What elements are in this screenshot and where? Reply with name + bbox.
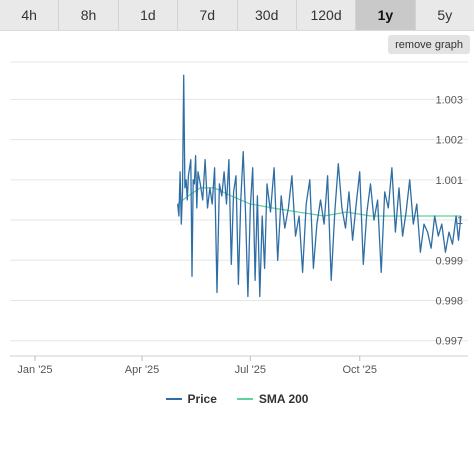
legend: Price SMA 200: [0, 392, 474, 406]
y-tick-label: 1.001: [435, 175, 463, 187]
price-swatch-icon: [165, 398, 182, 400]
legend-label-price: Price: [187, 392, 217, 406]
x-tick-label: Jul '25: [235, 364, 266, 376]
y-tick-label: 1.003: [435, 94, 463, 106]
x-tick-label: Jan '25: [17, 364, 52, 376]
sma-200-series-line: [177, 187, 461, 217]
tab-5y[interactable]: 5y: [437, 7, 453, 23]
legend-label-sma: SMA 200: [258, 392, 309, 406]
x-tick-label: Oct '25: [342, 364, 377, 376]
legend-item-price[interactable]: Price: [165, 392, 217, 406]
tab-8h[interactable]: 8h: [59, 0, 119, 30]
y-tick-label: 0.999: [435, 255, 463, 267]
grid-layer: [10, 61, 468, 342]
price-series-line: [177, 74, 462, 298]
sma-swatch-icon: [236, 398, 253, 400]
tab-1y[interactable]: 1y: [356, 0, 416, 30]
tab-1d[interactable]: 1d: [119, 0, 179, 30]
tab-120d[interactable]: 120d: [297, 0, 357, 30]
y-tick-label: 1.002: [435, 135, 463, 147]
tab-4h[interactable]: 4h: [0, 0, 60, 30]
legend-item-sma[interactable]: SMA 200: [236, 392, 309, 406]
remove-graph-button[interactable]: remove graph: [388, 35, 470, 54]
x-axis: Jan '25 Apr '25 Jul '25 Oct '25: [10, 355, 468, 376]
tab-7d[interactable]: 7d: [178, 0, 238, 30]
timeframe-tabs: 4h 8h 1d 7d 30d 120d 1y 5y: [0, 0, 474, 31]
y-tick-label: 0.998: [435, 295, 463, 307]
series-layer: [177, 74, 462, 298]
tab-30d[interactable]: 30d: [238, 0, 297, 30]
x-tick-label: Apr '25: [125, 364, 160, 376]
y-tick-label: 0.997: [435, 336, 463, 348]
